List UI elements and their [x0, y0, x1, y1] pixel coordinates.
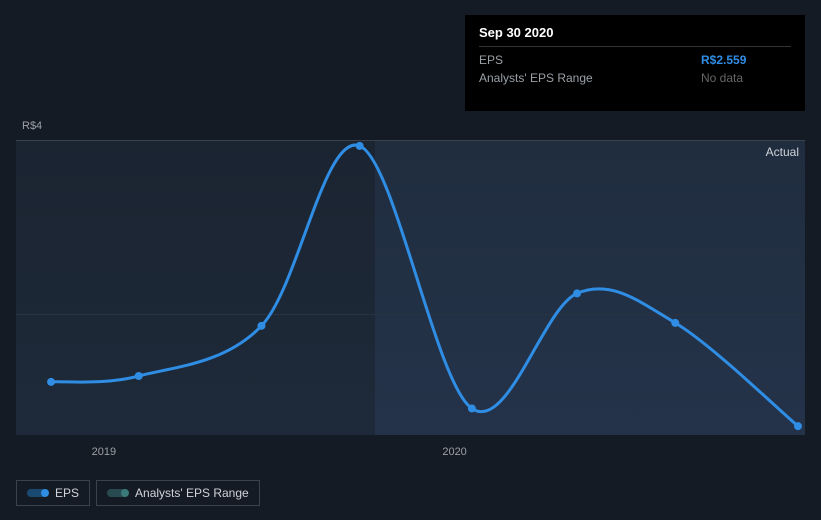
eps-point[interactable]: [671, 319, 679, 327]
legend-item-eps[interactable]: EPS: [16, 480, 90, 506]
x-tick-label: 2020: [442, 446, 466, 458]
eps-point[interactable]: [468, 404, 476, 412]
eps-point[interactable]: [573, 289, 581, 297]
eps-point[interactable]: [356, 142, 364, 150]
tooltip-row-eps: EPS R$2.559: [479, 51, 791, 69]
tooltip-card: Sep 30 2020 EPS R$2.559 Analysts' EPS Ra…: [465, 15, 805, 111]
tooltip-row-label: EPS: [479, 53, 701, 67]
tooltip-row-value: R$2.559: [701, 53, 791, 67]
eps-point[interactable]: [257, 322, 265, 330]
x-tick-label: 2019: [92, 446, 116, 458]
tooltip-row-range: Analysts' EPS Range No data: [479, 69, 791, 87]
tooltip-date: Sep 30 2020: [479, 25, 791, 40]
eps-point[interactable]: [135, 372, 143, 380]
legend-label: Analysts' EPS Range: [135, 486, 249, 500]
tooltip-divider: [479, 46, 791, 47]
legend: EPS Analysts' EPS Range: [16, 480, 260, 506]
legend-swatch-icon: [107, 489, 127, 497]
line-chart-svg: [16, 140, 805, 435]
legend-label: EPS: [55, 486, 79, 500]
eps-line: [51, 145, 798, 426]
tooltip-row-label: Analysts' EPS Range: [479, 71, 701, 85]
eps-point[interactable]: [47, 378, 55, 386]
legend-swatch-icon: [27, 489, 47, 497]
tooltip-row-value: No data: [701, 71, 791, 85]
legend-item-range[interactable]: Analysts' EPS Range: [96, 480, 260, 506]
eps-point[interactable]: [794, 422, 802, 430]
y-tick-label: R$4: [22, 120, 42, 132]
